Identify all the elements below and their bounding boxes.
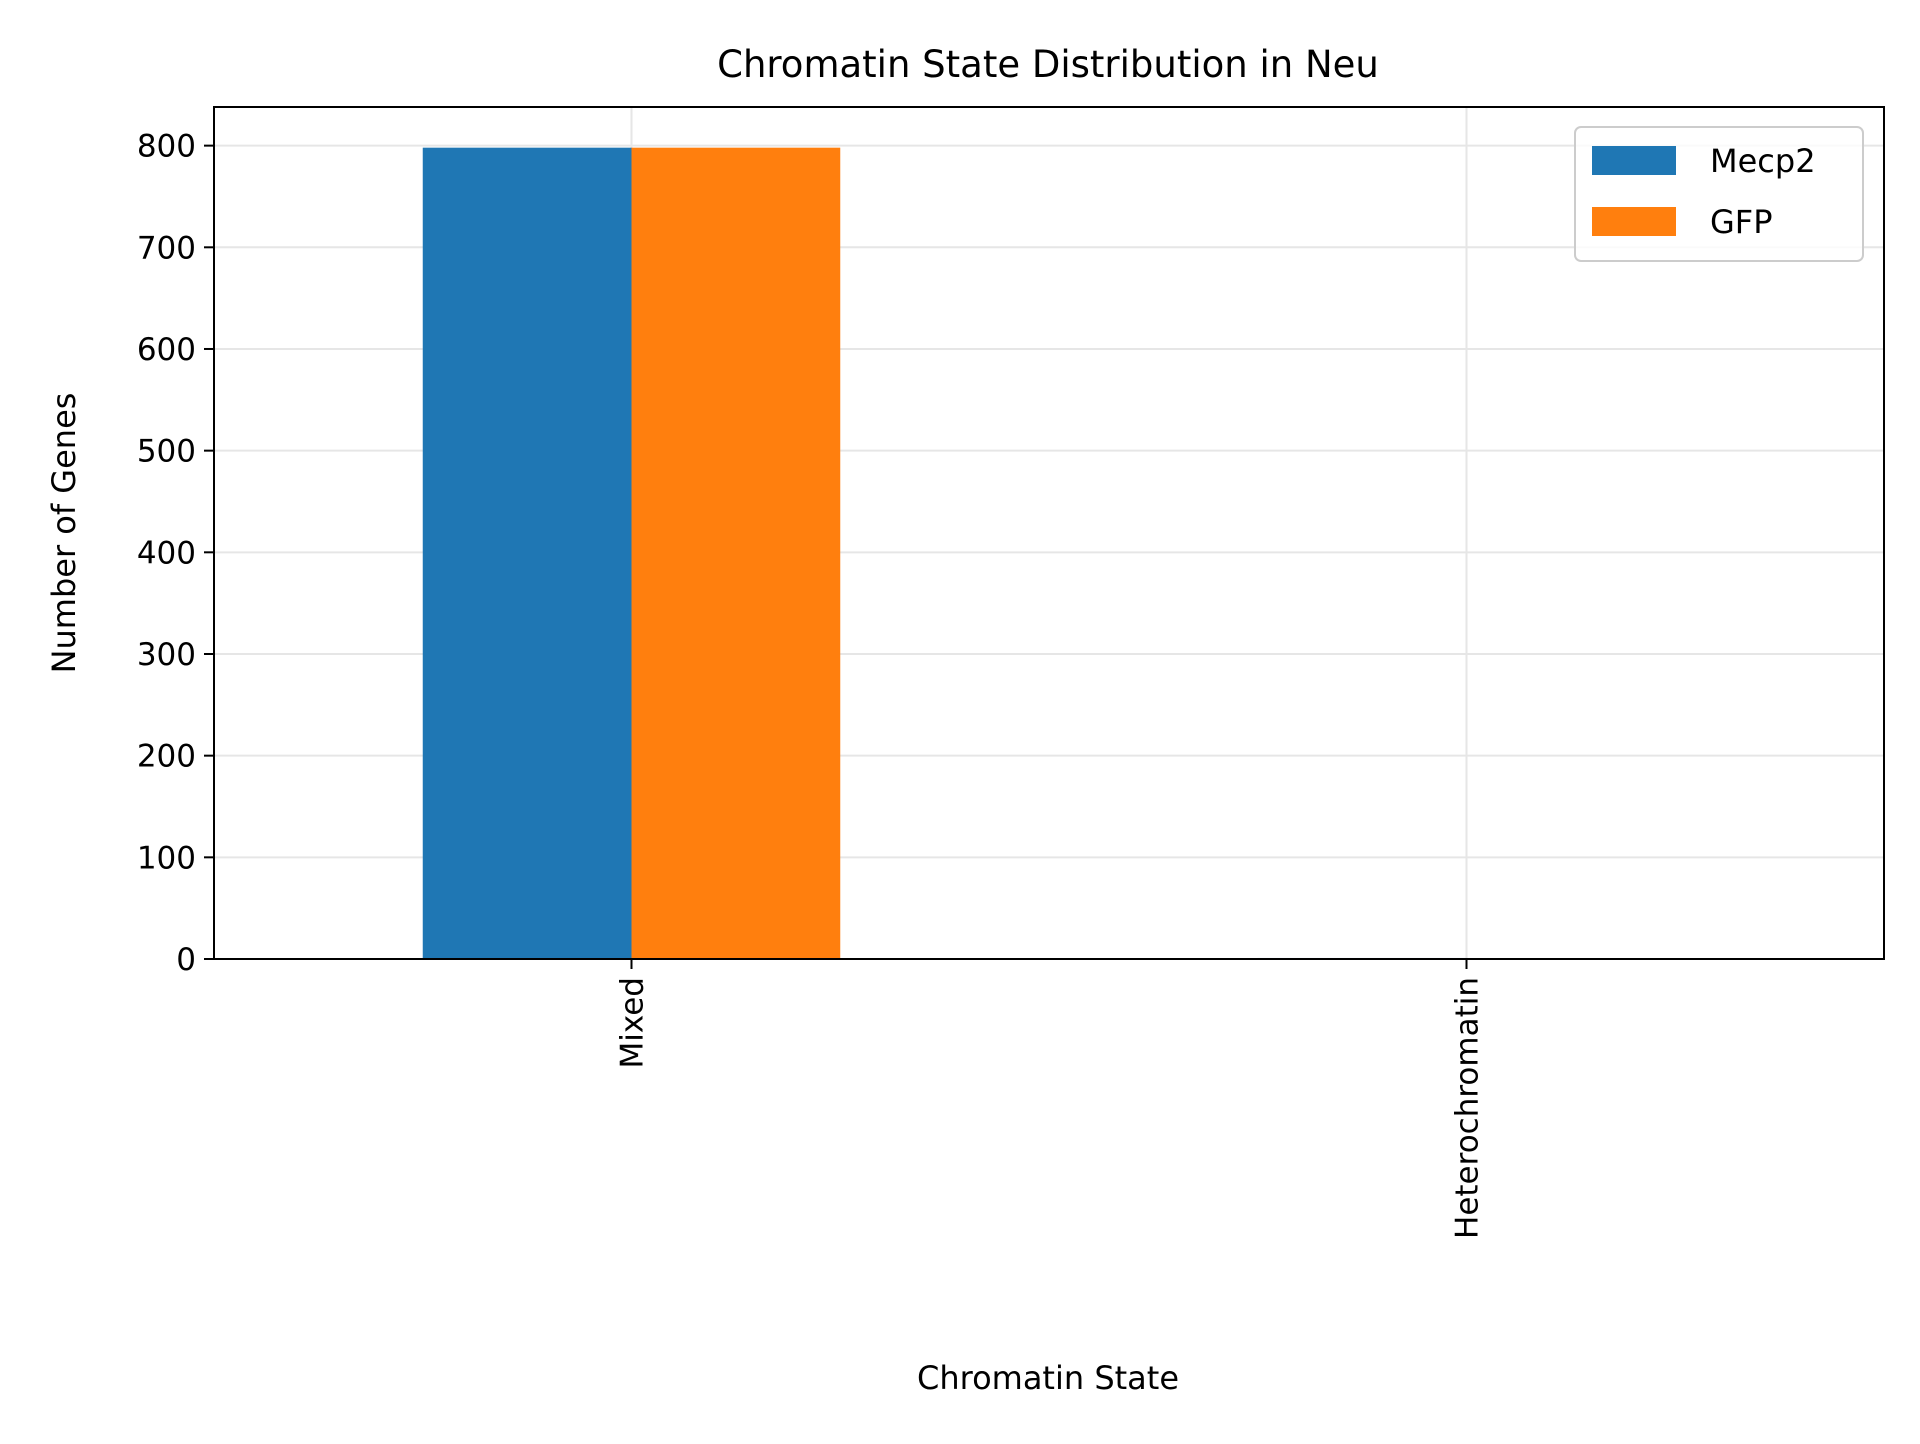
legend: Mecp2 GFP: [1574, 126, 1864, 262]
y-tick-label-6: 600: [137, 332, 196, 368]
bar-mecp2-mixed: [422, 147, 632, 959]
x-tick-label-heterochromatin: Heterochromatin: [1450, 977, 1486, 1239]
bar-gfp-mixed: [631, 147, 841, 959]
bar-group: [422, 147, 1467, 959]
y-tick-label-8: 800: [137, 129, 196, 165]
legend-swatch-gfp: [1592, 207, 1676, 236]
plot-frame: [213, 106, 1885, 960]
legend-label-gfp: GFP: [1710, 203, 1773, 241]
x-axis-ticks: Mixed Heterochromatin: [615, 959, 1486, 1239]
y-tick-label-3: 300: [137, 637, 196, 673]
y-axis-label: Number of Genes: [45, 393, 83, 674]
chart-title: Chromatin State Distribution in Neu: [717, 43, 1379, 86]
y-tick-label-5: 500: [137, 434, 196, 470]
y-tick-label-7: 700: [137, 230, 196, 266]
y-tick-label-1: 100: [137, 840, 196, 876]
x-tick-label-mixed: Mixed: [615, 977, 651, 1069]
y-tick-label-2: 200: [137, 739, 196, 775]
y-tick-label-4: 400: [137, 535, 196, 571]
x-axis-label: Chromatin State: [917, 1359, 1179, 1397]
legend-label-mecp2: Mecp2: [1710, 142, 1816, 180]
y-axis-ticks: 0 100 200 300 400 500 600 700 800: [137, 129, 214, 978]
legend-swatch-mecp2: [1592, 146, 1676, 175]
y-tick-label-0: 0: [176, 942, 196, 978]
